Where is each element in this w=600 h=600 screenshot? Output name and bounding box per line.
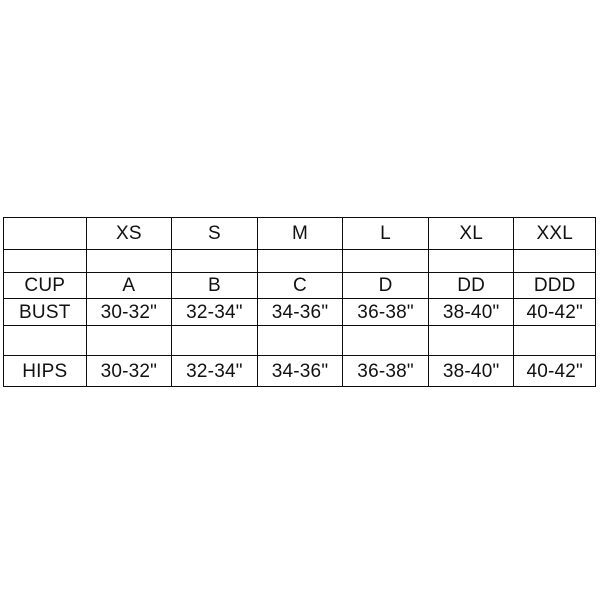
cell-text: 30-32" [100,360,158,382]
cell-text: 32-34" [186,360,243,382]
cell-row-label-bust: BUST [3,298,87,326]
cell-header-xl: XL [427,217,515,250]
cell-spacer-top-4 [342,249,429,273]
cell-text: C [293,275,307,296]
cell-spacer-mid-1 [85,325,173,356]
cell-hips-xs: 30-32" [85,355,173,387]
cell-text: S [207,223,221,244]
cell-spacer-top-5 [427,249,515,273]
table-row-cup: CUP A B C D DD [3,272,596,299]
cell-row-label-hips: HIPS [3,355,87,387]
cell-cup-xs: A [85,272,173,299]
cell-text: 38-40" [442,301,500,323]
cell-header-m: M [256,217,344,250]
cell-bust-s: 32-34" [171,298,258,326]
cell-text: XS [115,223,142,244]
cell-header-l: L [342,217,429,250]
cell-spacer-top-0 [3,249,87,273]
cell-bust-xxl: 40-42" [513,298,596,326]
cell-spacer-mid-6 [513,325,596,356]
cell-text: D [378,275,393,296]
cell-spacer-top-6 [513,249,596,273]
cell-text: 40-42" [526,301,583,323]
cell-text: DD [457,275,486,296]
cell-text: 36-38" [357,301,414,323]
table-row-spacer-top [3,249,596,273]
cell-header-xxl: XXL [513,217,596,250]
size-chart-container: XS S M L XL XXL [3,217,596,387]
cell-hips-m: 34-36" [256,355,344,387]
cell-bust-xs: 30-32" [85,298,173,326]
cell-text: XXL [536,223,573,244]
cell-bust-xl: 38-40" [427,298,515,326]
cell-text: 40-42" [526,360,583,382]
cell-cup-m: C [256,272,344,299]
cell-text: A [122,275,136,296]
cell-header-corner [3,217,87,250]
cell-text: XL [459,223,483,244]
cell-text: M [291,223,308,244]
cell-text: HIPS [22,360,68,382]
cell-header-xs: XS [85,217,173,250]
cell-text: DDD [533,275,576,296]
cell-text: 30-32" [100,301,158,323]
cell-spacer-mid-3 [256,325,344,356]
cell-spacer-mid-4 [342,325,429,356]
cell-text: 36-38" [357,360,414,382]
cell-hips-xl: 38-40" [427,355,515,387]
cell-cup-xl: DD [427,272,515,299]
cell-cup-s: B [171,272,258,299]
cell-text: BUST [19,301,71,323]
cell-bust-m: 34-36" [256,298,344,326]
table-row-hips: HIPS 30-32" 32-34" 34-36" 36-38" [3,355,596,387]
cell-text: B [207,275,221,296]
table-row-spacer-mid [3,325,596,356]
cell-hips-l: 36-38" [342,355,429,387]
cell-row-label-cup: CUP [3,272,87,299]
cell-bust-l: 36-38" [342,298,429,326]
cell-hips-s: 32-34" [171,355,258,387]
table-row-size-header: XS S M L XL XXL [3,217,596,250]
cell-text: L [380,223,391,244]
cell-spacer-mid-2 [171,325,258,356]
cell-text: 34-36" [271,360,329,382]
cell-text: 34-36" [271,301,329,323]
table-row-bust: BUST 30-32" 32-34" 34-36" 36-38" [3,298,596,326]
cell-spacer-mid-0 [3,325,87,356]
cell-spacer-mid-5 [427,325,515,356]
cell-header-s: S [171,217,258,250]
cell-text: CUP [24,275,66,296]
cell-hips-xxl: 40-42" [513,355,596,387]
size-chart-table: XS S M L XL XXL [3,217,596,387]
cell-text: 38-40" [442,360,500,382]
cell-spacer-top-3 [256,249,344,273]
cell-spacer-top-1 [85,249,173,273]
cell-cup-l: D [342,272,429,299]
cell-cup-xxl: DDD [513,272,596,299]
cell-text: 32-34" [186,301,243,323]
cell-spacer-top-2 [171,249,258,273]
